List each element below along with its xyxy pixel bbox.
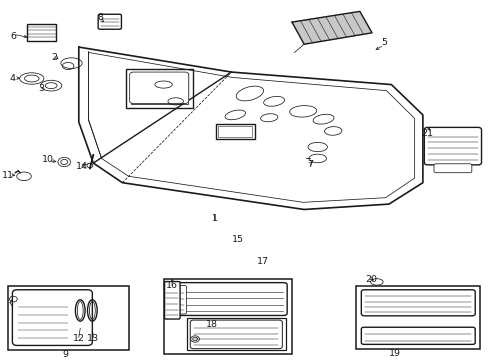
Bar <box>218 126 252 138</box>
Text: 1: 1 <box>211 214 217 223</box>
FancyBboxPatch shape <box>12 290 92 346</box>
Text: 17: 17 <box>256 257 268 266</box>
Bar <box>16 293 70 343</box>
Text: 3: 3 <box>39 84 44 93</box>
Text: 7: 7 <box>306 160 312 169</box>
Bar <box>7 286 128 350</box>
FancyBboxPatch shape <box>168 283 286 315</box>
Text: 18: 18 <box>205 320 218 329</box>
Text: 12: 12 <box>73 334 84 343</box>
Bar <box>126 69 192 108</box>
Text: 21: 21 <box>420 129 432 138</box>
Text: 2: 2 <box>51 53 58 62</box>
Text: 14: 14 <box>76 162 88 171</box>
Polygon shape <box>291 12 371 44</box>
Text: 10: 10 <box>42 155 54 164</box>
Text: 9: 9 <box>62 350 68 359</box>
FancyBboxPatch shape <box>98 14 121 29</box>
Bar <box>163 279 291 354</box>
FancyBboxPatch shape <box>424 127 481 165</box>
FancyBboxPatch shape <box>164 282 180 319</box>
Text: 15: 15 <box>232 235 244 244</box>
FancyBboxPatch shape <box>169 285 186 314</box>
Bar <box>428 135 476 161</box>
Text: 20: 20 <box>364 275 376 284</box>
Bar <box>216 124 254 139</box>
FancyBboxPatch shape <box>129 72 188 103</box>
Text: 16: 16 <box>166 281 178 290</box>
Text: 11: 11 <box>1 171 14 180</box>
FancyBboxPatch shape <box>361 327 474 345</box>
FancyBboxPatch shape <box>190 320 282 348</box>
Bar <box>186 318 285 350</box>
Bar <box>27 23 56 41</box>
Bar <box>131 73 187 104</box>
Text: 5: 5 <box>380 38 386 47</box>
Text: 19: 19 <box>388 349 401 358</box>
Bar <box>356 286 479 348</box>
Text: 6: 6 <box>10 32 16 41</box>
Text: 4: 4 <box>9 74 15 83</box>
FancyBboxPatch shape <box>433 164 471 173</box>
FancyBboxPatch shape <box>361 290 474 316</box>
Text: 13: 13 <box>87 334 99 343</box>
Text: 8: 8 <box>98 13 103 22</box>
